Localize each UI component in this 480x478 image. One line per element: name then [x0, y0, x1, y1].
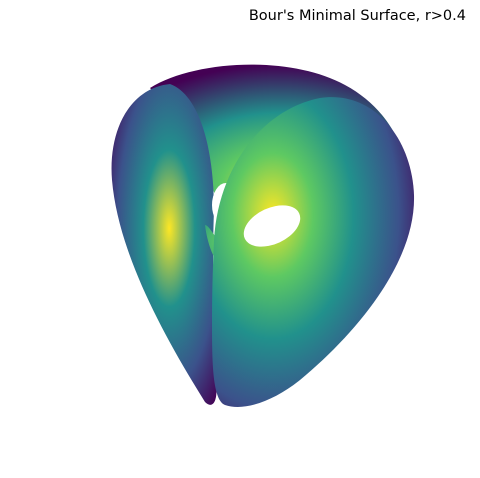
- chart-title: Bour's Minimal Surface, r>0.4: [248, 8, 466, 24]
- surface-right-hole: [243, 205, 301, 247]
- surface-right-lobe: [212, 97, 415, 408]
- surface-left-lobe: [111, 84, 217, 405]
